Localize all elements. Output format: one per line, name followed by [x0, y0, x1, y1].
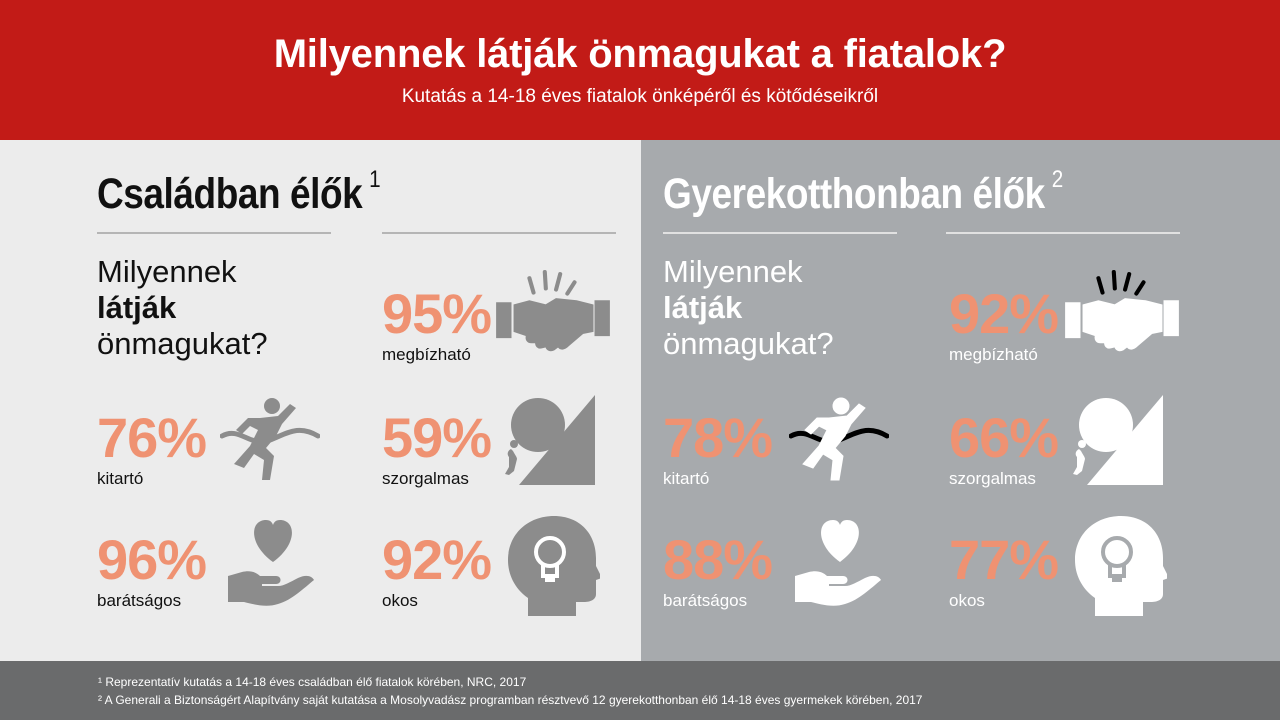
stat-value: 77% [949, 528, 1059, 591]
divider [663, 232, 897, 234]
page-subtitle: Kutatás a 14-18 éves fiatalok önképéről … [401, 86, 879, 107]
question-line3: önmagukat? [663, 326, 834, 361]
stat-smart: 77% okos [949, 528, 1059, 611]
stat-trustworthy: 95% megbízható [382, 282, 492, 365]
stat-value: 59% [382, 406, 492, 469]
stat-value: 88% [663, 528, 773, 591]
stat-value: 66% [949, 406, 1059, 469]
footnote-1: ¹ Reprezentatív kutatás a 14-18 éves csa… [98, 675, 527, 689]
stat-value: 76% [97, 406, 207, 469]
childrens-home-title-text: Gyerekotthonban élők [663, 170, 1045, 218]
question-line1: Milyennek [97, 254, 237, 289]
stat-label: okos [949, 591, 985, 610]
page-title: Milyennek látják önmagukat a fiatalok? [273, 32, 1007, 76]
stat-label: kitartó [663, 469, 710, 488]
stat-label: szorgalmas [382, 469, 469, 488]
family-panel-title: Családban élők 1 [97, 166, 381, 219]
stat-diligent: 59% szorgalmas [382, 406, 492, 489]
question-text: Milyennek látják önmagukat? [663, 254, 834, 362]
childrens-home-panel-title: Gyerekotthonban élők 2 [663, 166, 1063, 219]
question-line1: Milyennek [663, 254, 803, 289]
stat-label: okos [382, 591, 418, 610]
childrens-home-panel: Gyerekotthonban élők 2 Milyennek látják ö… [641, 140, 1280, 661]
stat-value: 96% [97, 528, 207, 591]
stat-label: barátságos [97, 591, 182, 610]
divider [946, 232, 1180, 234]
footnote-2: ² A Generali a Biztonságért Alapítvány s… [98, 693, 923, 707]
boulder-push-icon [1073, 395, 1163, 485]
stat-persistent: 78% kitartó [663, 406, 773, 489]
stat-persistent: 76% kitartó [97, 406, 207, 489]
stat-label: megbízható [382, 345, 471, 364]
question-line2: látják [97, 290, 177, 325]
stat-friendly: 88% barátságos [663, 528, 773, 611]
divider [382, 232, 616, 234]
handshake-icon [1065, 270, 1179, 352]
heart-hand-icon [795, 520, 885, 610]
family-panel: Családban élők 1 Milyennek látják önmaguk… [0, 140, 641, 661]
boulder-push-icon [505, 395, 595, 485]
stat-label: kitartó [97, 469, 144, 488]
stat-label: megbízható [949, 345, 1038, 364]
stat-value: 92% [382, 528, 492, 591]
runner-finish-icon [220, 396, 320, 482]
stat-smart: 92% okos [382, 528, 492, 611]
footnotes: ¹ Reprezentatív kutatás a 14-18 éves csa… [0, 661, 1280, 720]
runner-finish-icon [789, 396, 889, 482]
question-line2: látják [663, 290, 743, 325]
head-lightbulb-icon [1075, 516, 1167, 616]
footnote-ref-1: 1 [369, 166, 381, 193]
stat-trustworthy: 92% megbízható [949, 282, 1059, 365]
heart-hand-icon [228, 520, 318, 610]
footnote-ref-2: 2 [1051, 166, 1063, 193]
stat-friendly: 96% barátságos [97, 528, 207, 611]
question-line3: önmagukat? [97, 326, 268, 361]
stat-label: szorgalmas [949, 469, 1036, 488]
question-text: Milyennek látják önmagukat? [97, 254, 268, 362]
stat-value: 92% [949, 282, 1059, 345]
divider [97, 232, 331, 234]
stat-label: barátságos [663, 591, 748, 610]
head-lightbulb-icon [508, 516, 600, 616]
stat-value: 95% [382, 282, 492, 345]
stat-value: 78% [663, 406, 773, 469]
header-banner: Milyennek látják önmagukat a fiatalok? K… [0, 0, 1280, 140]
stat-diligent: 66% szorgalmas [949, 406, 1059, 489]
family-title-text: Családban élők [97, 170, 363, 218]
handshake-icon [496, 270, 610, 352]
